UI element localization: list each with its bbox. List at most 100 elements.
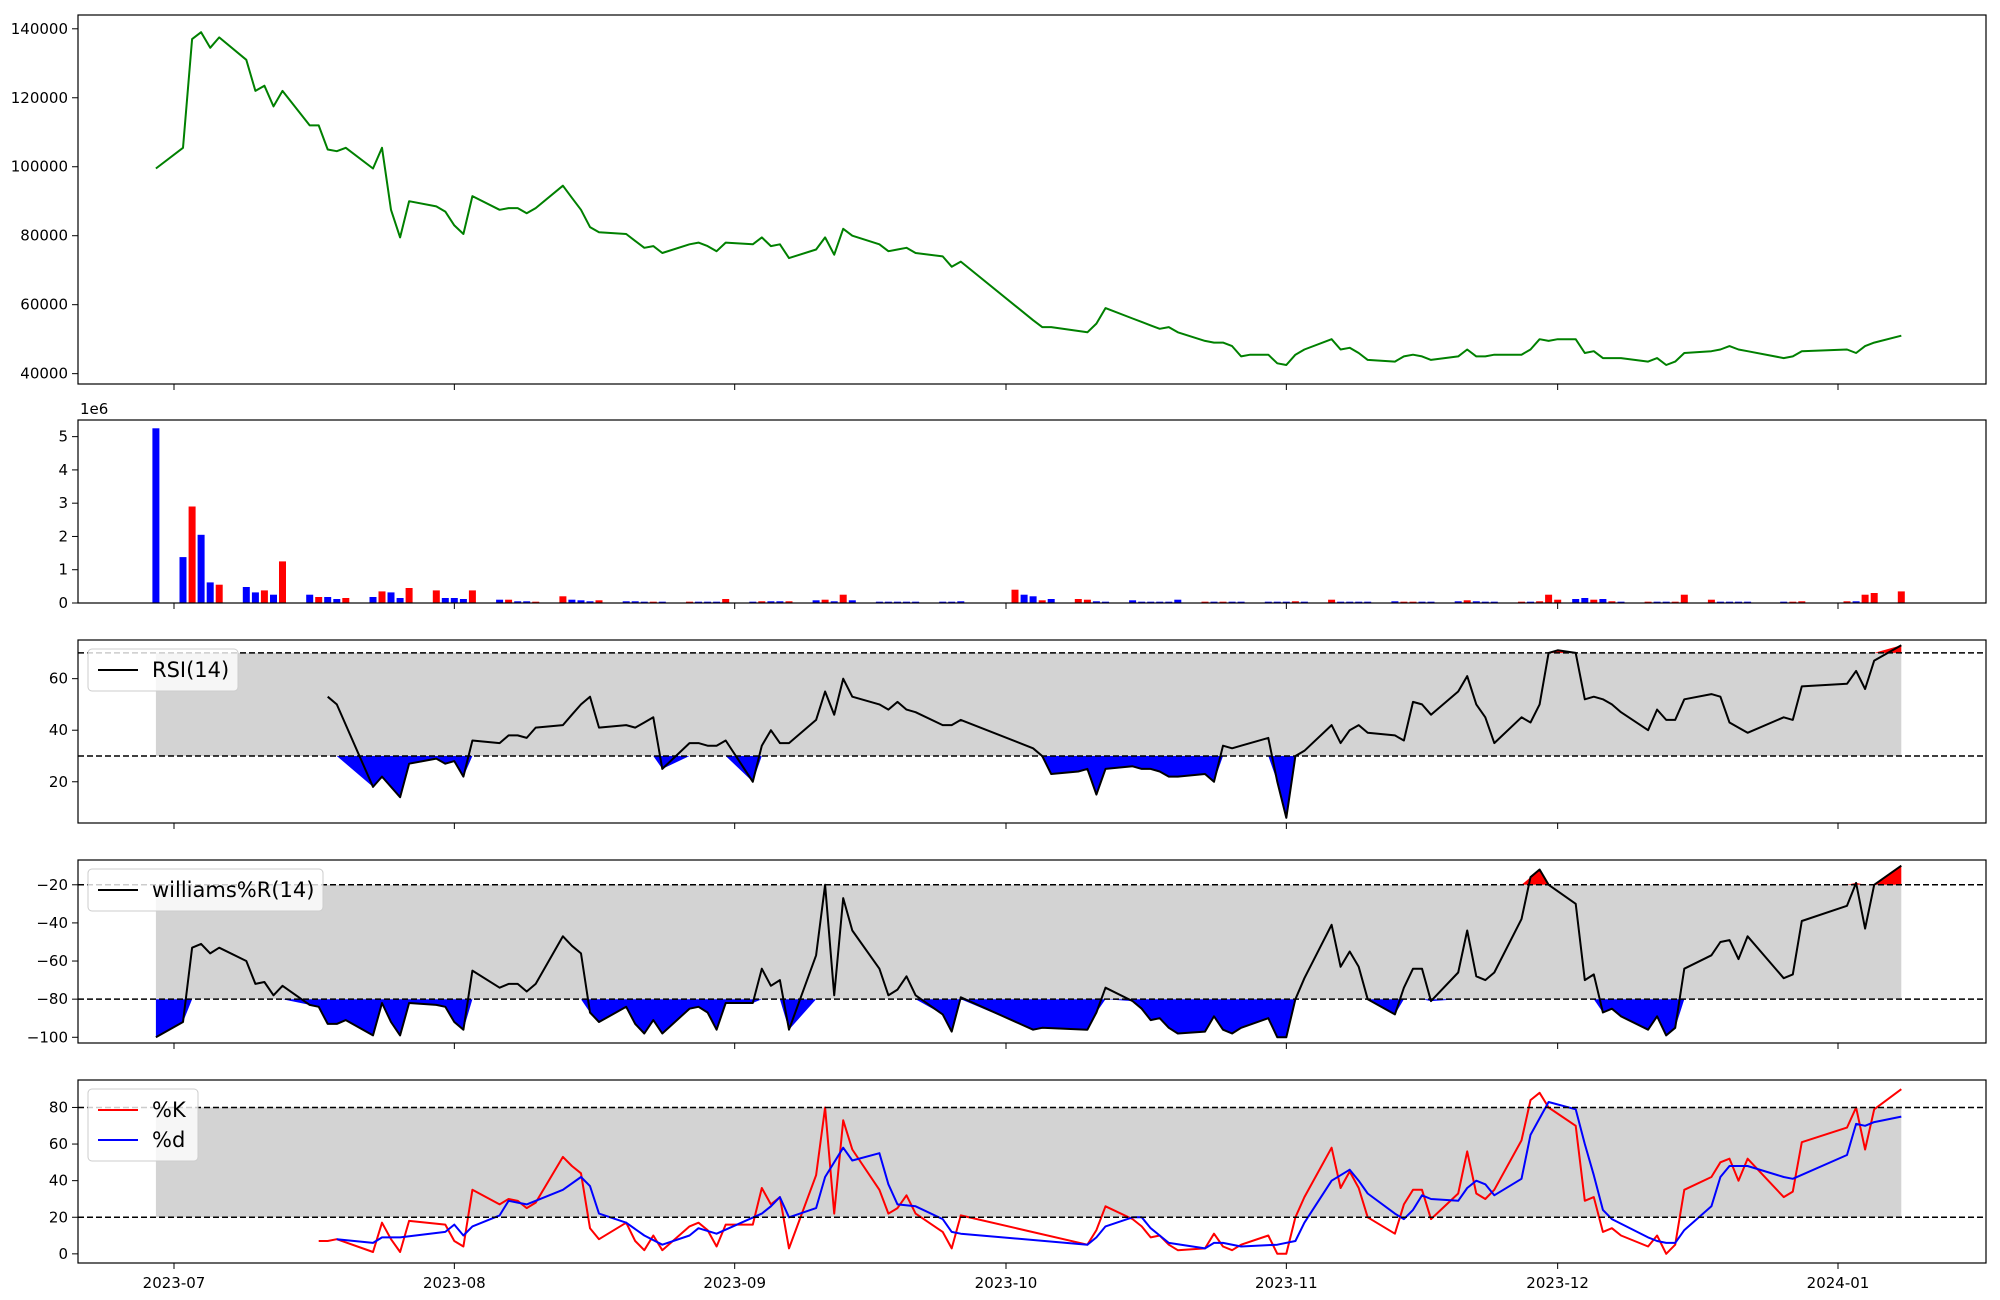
williams-r-panel: −100 −80 −60 −40 −20 williams%R(14) — [27, 859, 1987, 1049]
volume-bar — [450, 598, 458, 603]
volume-bar — [686, 601, 693, 603]
x-tick-label: 2024-01 — [1807, 1274, 1870, 1292]
volume-bar — [776, 601, 784, 603]
axes-frame — [77, 639, 1987, 824]
volume-bar — [1644, 601, 1652, 603]
volume-bar — [1074, 599, 1082, 603]
volume-bar — [1716, 601, 1724, 603]
volume-bar — [1744, 601, 1752, 603]
volume-bar — [812, 600, 820, 603]
y-tick-label: 40 — [49, 721, 68, 739]
volume-bar — [1590, 599, 1598, 603]
volume-bar — [912, 601, 920, 603]
volume-bar — [1264, 601, 1272, 603]
volume-bar — [1029, 596, 1037, 603]
volume-bar — [1427, 601, 1435, 603]
volume-bar — [206, 582, 214, 603]
price-panel: 40000 60000 80000 100000 120000 140000 — [11, 14, 1987, 390]
x-tick-label: 2023-10 — [975, 1274, 1038, 1292]
y-tick-label: 0 — [58, 594, 68, 612]
williams-series-line-0 — [155, 864, 1902, 1039]
rsi-series-line-0 — [327, 644, 1902, 819]
volume-bar — [1518, 601, 1525, 603]
y-tick-label: −40 — [36, 914, 68, 932]
volume-bar — [1554, 599, 1562, 603]
legend-frame — [87, 1088, 199, 1162]
y-tick-label: 60000 — [20, 296, 68, 314]
y-tick-label: 40000 — [20, 365, 68, 383]
volume-bar — [496, 599, 504, 603]
volume-bar — [1481, 601, 1489, 603]
y-tick-label: 3 — [58, 494, 68, 512]
y-tick-label: 80000 — [20, 227, 68, 245]
volume-bar — [1129, 600, 1137, 603]
volume-bar — [1843, 601, 1851, 603]
legend-label: RSI(14) — [152, 658, 229, 682]
y-tick-label: 80 — [49, 1098, 68, 1116]
volume-bar — [1545, 594, 1553, 603]
volume-bar — [1409, 601, 1417, 603]
volume-bar — [378, 591, 386, 603]
legend-frame — [87, 868, 324, 912]
volume-bar — [1219, 601, 1227, 603]
volume-bar — [1047, 599, 1055, 603]
volume-bar — [215, 584, 223, 603]
williams-legend: williams%R(14) — [87, 868, 324, 912]
y-tick-label: 60 — [49, 1135, 68, 1153]
rsi-band — [155, 652, 1902, 756]
volume-bar — [251, 592, 259, 603]
volume-bar — [1581, 598, 1589, 603]
y-tick-label: 140000 — [11, 20, 68, 38]
x-tick-label: 2023-07 — [143, 1274, 206, 1292]
volume-bar — [1608, 601, 1616, 603]
volume-bar — [948, 601, 956, 603]
y-tick-label: 1 — [58, 561, 68, 579]
volume-bar — [713, 601, 721, 603]
x-tick-label: 2023-12 — [1526, 1274, 1589, 1292]
volume-bar — [1228, 601, 1236, 603]
volume-bar — [640, 601, 648, 603]
volume-bar — [1138, 601, 1146, 603]
volume-bar — [152, 428, 160, 603]
volume-bar — [1156, 601, 1164, 603]
volume-bar — [1020, 594, 1028, 603]
volume-bar — [830, 601, 838, 603]
volume-bar — [1897, 591, 1905, 603]
volume-bar — [957, 601, 965, 603]
volume-bar — [1237, 601, 1245, 603]
volume-bar — [1011, 589, 1019, 603]
axes-frame — [77, 859, 1987, 1044]
volume-bar — [1707, 599, 1715, 603]
volume-bar — [523, 601, 531, 603]
rsi-panel: 20 40 60 RSI(14) — [49, 639, 1987, 829]
volume-bar — [1572, 599, 1580, 603]
volume-bar — [658, 601, 666, 603]
volume-bar — [441, 598, 449, 603]
volume-bar — [1726, 601, 1733, 603]
volume-bar — [1680, 594, 1688, 603]
volume-bar — [875, 601, 883, 603]
volume-bar — [1653, 601, 1661, 603]
volume-bar — [1102, 601, 1109, 603]
volume-bar — [1400, 601, 1408, 603]
volume-bar — [767, 601, 775, 603]
price-line — [155, 31, 1902, 366]
y-tick-label: −80 — [36, 990, 68, 1008]
volume-bar — [315, 597, 323, 603]
williams-band — [155, 884, 1902, 1000]
volume-bar — [1780, 601, 1788, 603]
volume-bar — [270, 594, 277, 603]
y-tick-label: −100 — [27, 1028, 68, 1046]
volume-bar — [396, 598, 404, 603]
volume-bar — [1300, 601, 1308, 603]
volume-bar — [1083, 599, 1091, 603]
volume-bar — [848, 600, 856, 603]
volume-bar — [1282, 601, 1290, 603]
volume-bar — [695, 601, 702, 603]
stochastic-plot-area — [155, 1088, 1902, 1255]
volume-bar — [432, 590, 440, 603]
volume-bar — [387, 592, 395, 603]
volume-bar — [1463, 600, 1471, 603]
volume-bar — [894, 601, 901, 603]
